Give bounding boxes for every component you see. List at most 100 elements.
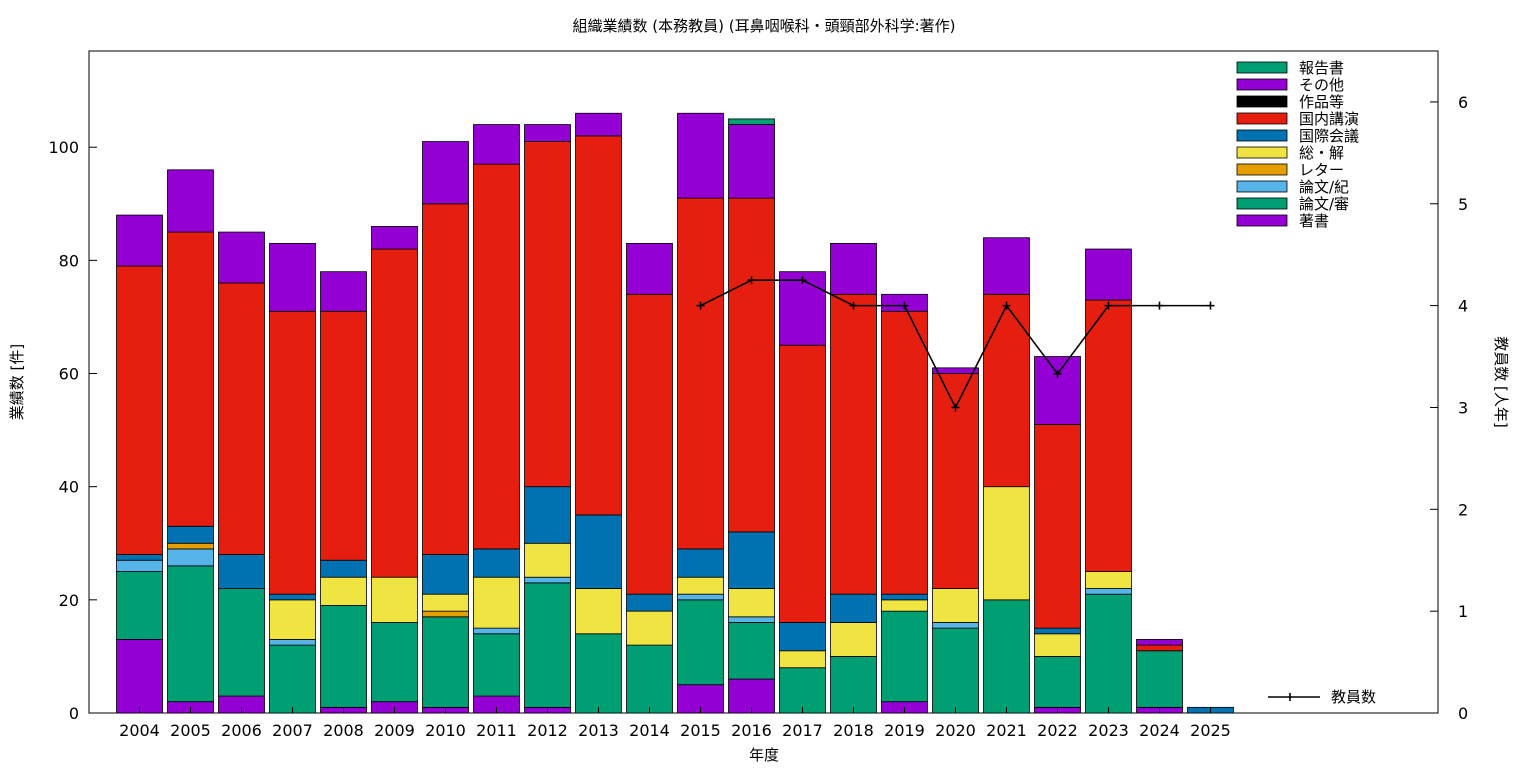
- legend-label: 著書: [1299, 212, 1329, 230]
- bar-segment: [1136, 639, 1183, 646]
- x-tick-label: 2012: [527, 721, 568, 740]
- bar-segment: [626, 293, 673, 595]
- y2-tick-label: 2: [1458, 500, 1468, 519]
- x-tick-label: 2014: [629, 721, 670, 740]
- bar-segment: [626, 610, 673, 646]
- bar-segment: [269, 599, 316, 640]
- bar-segment: [932, 627, 979, 714]
- legend-label: 総・解: [1299, 144, 1344, 162]
- y2-tick-label: 0: [1458, 704, 1468, 723]
- bar-segment: [422, 593, 469, 612]
- bar-segment: [728, 531, 775, 589]
- legend-swatch: [1236, 95, 1288, 108]
- x-tick-label: 2005: [170, 721, 211, 740]
- bar-segment: [116, 571, 163, 640]
- bar-segment: [371, 248, 418, 578]
- bar-segment: [728, 622, 775, 680]
- teacher-count-point: [900, 301, 909, 310]
- teacher-count-point: [1053, 369, 1062, 378]
- bar-segment: [983, 599, 1030, 714]
- legend-label: 作品等: [1299, 93, 1344, 111]
- bar-segment: [473, 124, 520, 165]
- line-layer: [696, 276, 1215, 412]
- teacher-count-point: [1206, 301, 1215, 310]
- legend-line-label: 教員数: [1331, 688, 1376, 706]
- bar-segment: [473, 627, 520, 635]
- bar-segment: [1085, 593, 1132, 714]
- legend-swatch: [1236, 61, 1288, 74]
- legend-label: 国際会議: [1299, 127, 1359, 145]
- bar-segment: [1034, 656, 1081, 708]
- bar-segment: [1085, 299, 1132, 572]
- x-tick-label: 2004: [119, 721, 160, 740]
- y-tick-label: 20: [59, 591, 79, 610]
- bar-segment: [371, 576, 418, 623]
- bar-segment: [269, 310, 316, 595]
- bar-segment: [626, 242, 673, 295]
- x-tick-label: 2008: [323, 721, 364, 740]
- bar-segment: [830, 656, 877, 714]
- bar-segment: [1034, 424, 1081, 629]
- bar-segment: [779, 667, 826, 714]
- x-tick-label: 2013: [578, 721, 619, 740]
- legend-label: レター: [1299, 161, 1344, 179]
- x-axis-label: 年度: [749, 746, 779, 764]
- bar-segment: [524, 124, 571, 142]
- bar-segment: [728, 118, 775, 125]
- bar-segment: [218, 231, 265, 284]
- teacher-count-point: [1002, 301, 1011, 310]
- bar-segment: [524, 486, 571, 544]
- bar-segment: [1034, 627, 1081, 635]
- legend-label: 報告書: [1299, 59, 1344, 77]
- bar-segment: [575, 514, 622, 589]
- x-tick-label: 2021: [986, 721, 1027, 740]
- bar-segment: [830, 242, 877, 295]
- y2-tick-label: 3: [1458, 398, 1468, 417]
- bar-segment: [167, 525, 214, 544]
- bar-segment: [218, 282, 265, 555]
- legend-swatch: [1236, 180, 1288, 193]
- teacher-count-point: [696, 301, 705, 310]
- bar-segment: [320, 310, 367, 561]
- bar-segment: [167, 548, 214, 567]
- bar-segment: [1085, 571, 1132, 589]
- y2-tick-label: 4: [1458, 297, 1468, 316]
- bar-segment: [728, 124, 775, 199]
- legend-swatch: [1236, 163, 1288, 176]
- x-tick-label: 2015: [680, 721, 721, 740]
- bar-segment: [779, 344, 826, 623]
- bar-segment: [269, 644, 316, 714]
- legend-swatch: [1236, 112, 1288, 125]
- y2-tick-label: 1: [1458, 602, 1468, 621]
- bar-segment: [218, 554, 265, 589]
- bar-segment: [269, 639, 316, 646]
- bar-segment: [371, 225, 418, 250]
- bar-segment: [371, 622, 418, 703]
- bar-segment: [1034, 633, 1081, 657]
- bar-segment: [116, 265, 163, 555]
- bar-segment: [320, 271, 367, 312]
- bar-segment: [932, 588, 979, 623]
- bar-segment: [677, 599, 724, 686]
- y-tick-label: 40: [59, 478, 79, 497]
- bar-segment: [881, 310, 928, 595]
- bar-segment: [269, 242, 316, 312]
- bar-segment: [116, 214, 163, 267]
- chart-title: 組織業績数 (本務教員) (耳鼻咽喉科・頭頸部外科学:著作): [572, 17, 955, 35]
- bar-segment: [728, 197, 775, 533]
- x-tick-label: 2007: [272, 721, 313, 740]
- bar-segment: [1085, 588, 1132, 595]
- bar-segment: [728, 588, 775, 618]
- bar-segment: [422, 616, 469, 708]
- y-axis-label: 業績数 [件]: [8, 344, 26, 420]
- bar-segment: [728, 616, 775, 623]
- teacher-count-point: [951, 403, 960, 412]
- bar-segment: [677, 548, 724, 578]
- bar-segment: [1136, 650, 1183, 708]
- teacher-count-point: [849, 301, 858, 310]
- bar-segment: [218, 588, 265, 697]
- x-tick-label: 2011: [476, 721, 517, 740]
- bar-segment: [524, 542, 571, 578]
- bars-layer: [116, 112, 1234, 714]
